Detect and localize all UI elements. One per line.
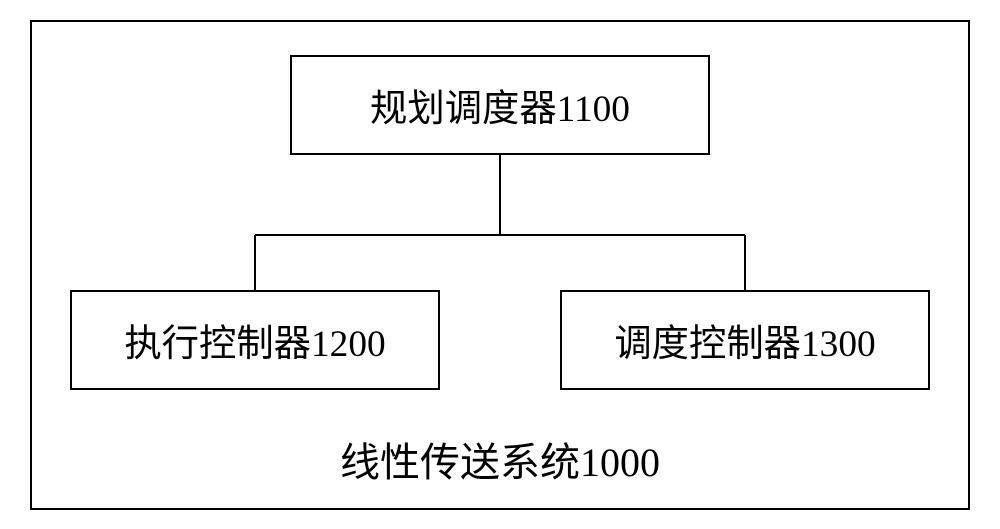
- caption: 线性传送系统1000: [300, 430, 700, 488]
- node-root-label: 规划调度器1100: [370, 78, 630, 132]
- node-left: 执行控制器1200: [70, 290, 440, 390]
- node-root: 规划调度器1100: [290, 55, 710, 155]
- node-right: 调度控制器1300: [560, 290, 930, 390]
- node-right-label: 调度控制器1300: [614, 313, 875, 367]
- node-left-label: 执行控制器1200: [124, 313, 385, 367]
